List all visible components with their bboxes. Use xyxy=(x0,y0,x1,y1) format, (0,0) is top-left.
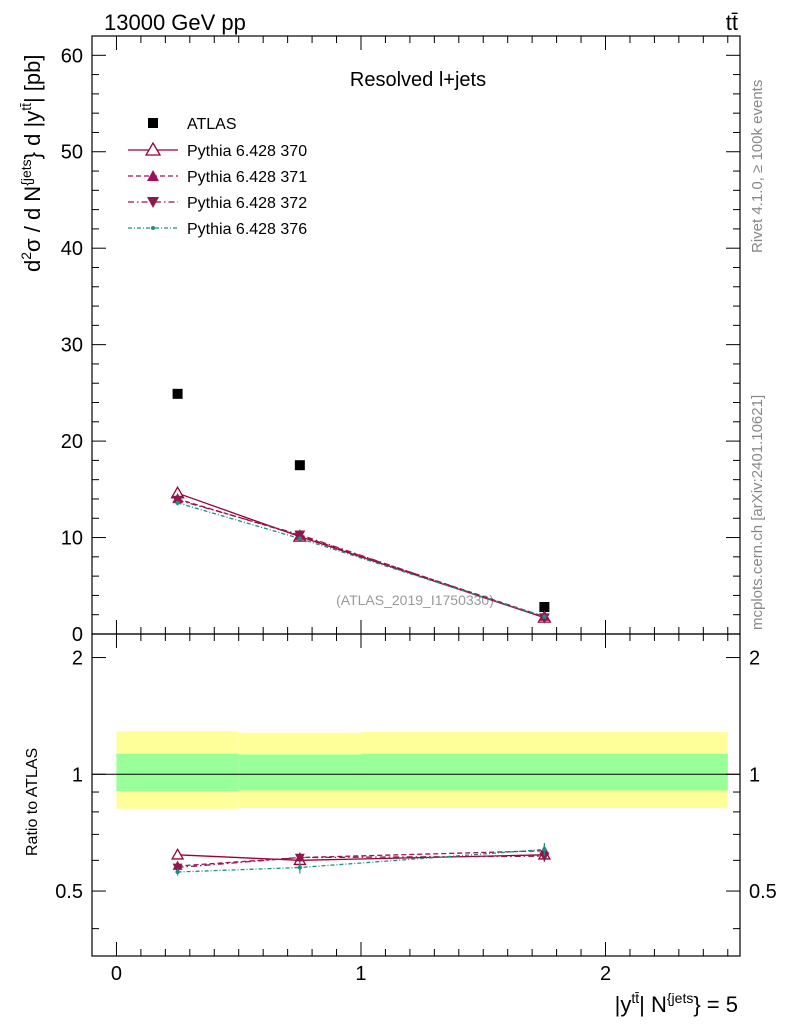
legend-label-372: Pythia 6.428 372 xyxy=(187,195,307,212)
xlabel-sup1: tt̄ xyxy=(631,990,639,1006)
mcplots-label: mcplots.cern.ch [arXiv:2401.10621] xyxy=(749,395,766,630)
xlabel-sup2: {jets xyxy=(667,990,693,1006)
ratio-line-376 xyxy=(177,848,545,873)
xlabel-b: | N xyxy=(639,992,667,1017)
rivet-label: Rivet 4.1.0, ≥ 100k events xyxy=(749,80,766,253)
main-panel: 0 10 20 30 40 50 60 Resolved l+jets (ATLAS_201… xyxy=(18,35,741,646)
ratio-series-markers xyxy=(170,843,551,876)
ratio-ytick-label: 0.5 xyxy=(55,881,83,903)
legend-marker-atlas xyxy=(148,118,158,128)
main-ylabel: d2σ / d N{jets} d |ytt̄| [pb] xyxy=(18,54,45,272)
main-ytick-label: 50 xyxy=(61,142,83,164)
marker-376 xyxy=(542,847,547,852)
marker-376 xyxy=(542,614,547,619)
ratio-band-inner xyxy=(116,753,239,792)
marker-376 xyxy=(297,865,303,870)
ratio-xtick-label: 1 xyxy=(355,963,366,985)
ratio-xtick-label: 0 xyxy=(111,963,122,985)
legend-label-376: Pythia 6.428 376 xyxy=(187,221,307,238)
ratio-series-lines xyxy=(177,848,545,873)
ratio-tick-labels: 0.5 0.5 1 1 2 2 0 1 2 xyxy=(55,648,777,985)
marker-370 xyxy=(170,847,185,860)
xlabel-c: } = 5 xyxy=(693,992,738,1017)
legend-marker-376 xyxy=(151,226,155,230)
watermark: (ATLAS_2019_I1750330) xyxy=(336,592,494,608)
ylabel-d: d xyxy=(20,260,45,272)
main-ytick-label: 40 xyxy=(61,238,83,260)
marker-372 xyxy=(294,853,305,864)
ratio-line-370 xyxy=(177,854,545,861)
legend-label-370: Pythia 6.428 370 xyxy=(187,143,307,160)
x-axis-label: |ytt̄| N{jets} = 5 xyxy=(615,990,738,1017)
ratio-ytick-label-right: 1 xyxy=(749,764,760,786)
ylabel-sup2: {jets xyxy=(18,159,34,185)
ratio-ticks xyxy=(92,634,740,956)
ratio-xtick-label: 2 xyxy=(600,963,611,985)
marker-372 xyxy=(539,852,550,862)
marker-atlas xyxy=(294,460,305,471)
main-title: Resolved l+jets xyxy=(350,69,486,91)
ratio-ytick-label-right: 2 xyxy=(749,648,760,670)
ylabel-sup1: 2 xyxy=(18,252,34,260)
ratio-band-inner xyxy=(238,754,361,791)
ylabel-mid: } d |y xyxy=(20,111,45,160)
main-ytick-label: 60 xyxy=(61,45,83,67)
ratio-ytick-label: 1 xyxy=(72,764,83,786)
legend-label-atlas: ATLAS xyxy=(187,116,237,133)
main-tick-labels: 0 10 20 30 40 50 60 xyxy=(61,45,83,646)
main-ytick-label: 10 xyxy=(61,528,83,550)
legend-marker-370 xyxy=(144,141,162,156)
main-series-markers xyxy=(170,388,552,624)
header-left: 13000 GeV pp xyxy=(104,10,246,35)
legend-label-371: Pythia 6.428 371 xyxy=(187,169,307,186)
main-ytick-label: 0 xyxy=(72,624,83,646)
marker-376 xyxy=(175,500,180,506)
marker-376 xyxy=(297,536,303,541)
main-ticks xyxy=(92,35,740,635)
ratio-band-inner xyxy=(360,753,728,791)
ratio-ytick-label: 2 xyxy=(72,648,83,670)
ylabel-sup3: tt̄ xyxy=(18,103,34,111)
legend-marker-372 xyxy=(147,197,159,208)
ratio-panel: 0.5 0.5 1 1 2 2 0 1 2 Ratio to ATLAS |ytt̄| N{je… xyxy=(24,633,777,1017)
marker-372 xyxy=(294,530,306,541)
ratio-ytick-label-right: 0.5 xyxy=(749,881,777,903)
ratio-ylabel: Ratio to ATLAS xyxy=(24,748,41,856)
ylabel-sym: σ / d N xyxy=(20,186,45,252)
marker-376 xyxy=(175,869,180,875)
main-ytick-label: 20 xyxy=(61,431,83,453)
ratio-frame xyxy=(91,633,741,957)
marker-atlas xyxy=(172,388,183,399)
marker-372 xyxy=(172,863,183,874)
header-right: tt̄ xyxy=(726,10,738,35)
legend: ATLAS Pythia 6.428 370 Pythia 6.428 371 … xyxy=(128,116,307,238)
ylabel-end: | [pb] xyxy=(20,54,45,103)
legend-marker-371 xyxy=(147,170,159,181)
main-ytick-label: 30 xyxy=(61,335,83,357)
ratio-bands xyxy=(116,731,728,809)
xlabel-a: |y xyxy=(615,992,632,1017)
marker-atlas xyxy=(539,601,550,612)
